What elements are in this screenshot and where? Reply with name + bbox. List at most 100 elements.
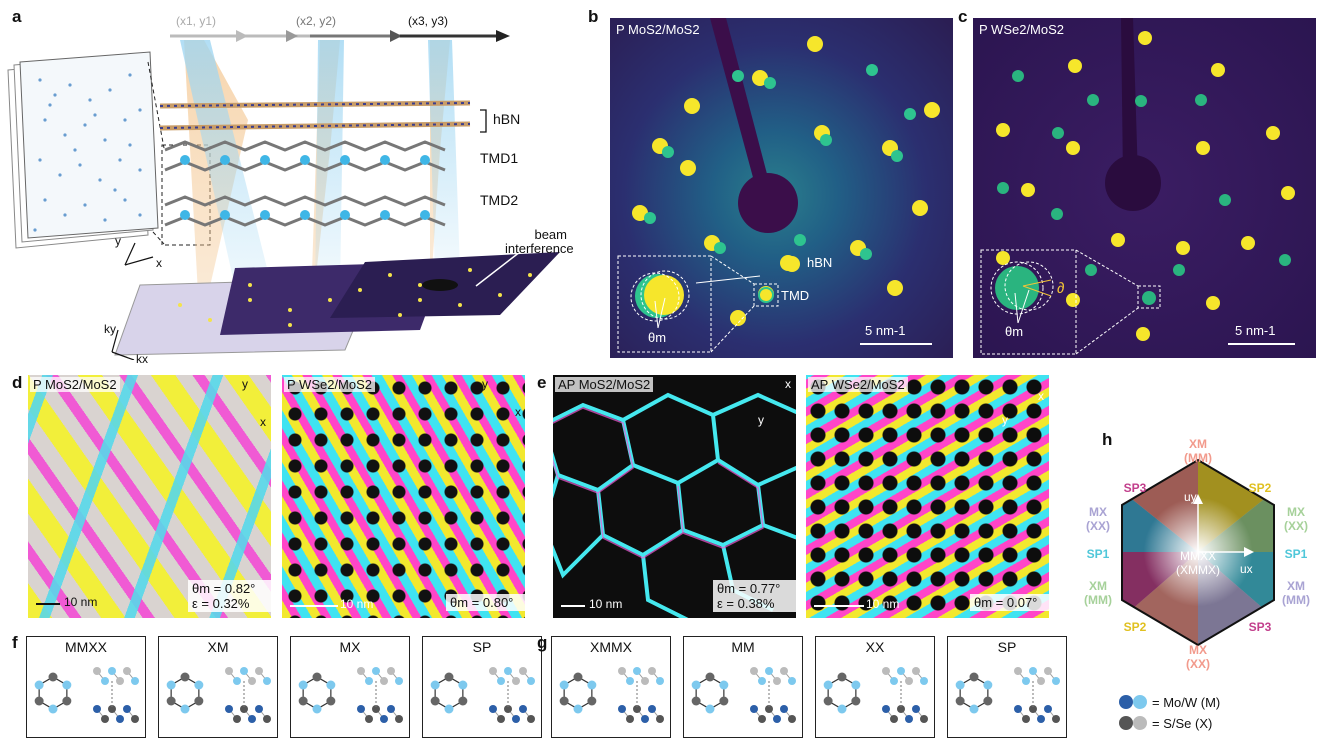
h-label-sp2-lower: SP2 [1123, 620, 1147, 634]
legend-metal: = Mo/W (M) [1152, 695, 1221, 710]
panel-label-d: d [12, 373, 23, 392]
stacking-config-box: MX [290, 636, 410, 738]
hexagonal-domains-e1 [553, 392, 796, 618]
diffraction-spots-c [980, 18, 1295, 355]
panel-label-a: a [12, 7, 22, 26]
diffraction-pattern-b: P MoS2/MoS2 hBN TMD θm 5 nm-1 [610, 18, 953, 358]
tmd2-label: TMD2 [480, 192, 519, 208]
info-box-d2: θm = 0.80° [446, 594, 525, 611]
panel-d2-title: P WSe2/MoS2 [284, 377, 376, 392]
scale-label-d1: 10 nm [64, 595, 98, 609]
axis-y-e2: y [1002, 413, 1008, 427]
panel-b-title: P MoS2/MoS2 [616, 22, 700, 37]
h-label-sp1-right: SP1 [1284, 547, 1308, 561]
moire-map-d2: P WSe2/MoS2 10 nm θm = 0.80° y x [282, 375, 525, 618]
scale-label-e2: 10 nm [866, 597, 900, 611]
tmd-spot-label: TMD [781, 288, 810, 303]
moire-lattice-sheet [7, 51, 159, 249]
h-label-xm-right: XM (MM) [1282, 579, 1310, 607]
position-2: (x2, y2) [296, 14, 337, 28]
panel-label-c: c [958, 7, 968, 26]
info-box-e2: θm = 0.07° [970, 594, 1049, 611]
axis-x-d2: x [515, 405, 521, 419]
axis-x-e2: x [1038, 389, 1044, 403]
stacking-config-diagram [955, 667, 1060, 723]
stacking-config-box: SP [422, 636, 542, 738]
stacking-config-diagram [298, 667, 403, 723]
diffraction-planes [114, 252, 560, 356]
stacking-config-box: XM [158, 636, 278, 738]
moire-map-e1: AP MoS2/MoS2 10 nm θm = 0.77° ε = 0.38% … [553, 375, 796, 618]
scale-label-d2: 10 nm [340, 597, 374, 611]
diffraction-spots-b [617, 18, 940, 353]
h-label-top: XM (MM) [1184, 437, 1212, 465]
stacking-config-title: MX [339, 639, 361, 655]
hbn-spot-label: hBN [807, 255, 833, 270]
panel-label-f: f [12, 633, 18, 652]
stacking-config-box: SP [947, 636, 1067, 738]
moire-map-d1: P MoS2/MoS2 10 nm θm = 0.82° ε = 0.32% y… [28, 375, 271, 618]
info-box-e1: θm = 0.77° ε = 0.38% [713, 580, 796, 612]
stacking-config-box: MM [683, 636, 803, 738]
tmd1-label: TMD1 [480, 150, 519, 166]
stacking-config-diagram [559, 667, 664, 723]
panel-d1-title: P MoS2/MoS2 [30, 377, 120, 392]
beam-interference-label: beam interference [505, 227, 574, 256]
scale-label-e1: 10 nm [589, 597, 623, 611]
scale-label-b: 5 nm-1 [865, 323, 906, 338]
position-3: (x3, y3) [408, 14, 449, 28]
stacking-config-title: SP [472, 639, 492, 655]
h-label-sp2-upper: SP2 [1248, 481, 1272, 495]
panel-label-g: g [537, 633, 548, 652]
h-label-sp3-upper: SP3 [1123, 481, 1147, 495]
panel-a-schematic [7, 30, 560, 360]
stacking-config-diagram [166, 667, 271, 723]
info-box-d1: θm = 0.82° ε = 0.32% [188, 580, 271, 612]
panel-c-title: P WSe2/MoS2 [979, 22, 1065, 37]
hbn-layer-label: hBN [493, 111, 521, 127]
stacking-config-box: XMMX [551, 636, 671, 738]
axis-x: x [156, 256, 162, 270]
scale-label-c: 5 nm-1 [1235, 323, 1276, 338]
theta-d1: θm = 0.82° [192, 581, 256, 596]
panel-label-b: b [588, 7, 599, 26]
theta-e1: θm = 0.77° [717, 581, 781, 596]
stacking-config-title: XX [865, 639, 885, 655]
h-ux: ux [1240, 562, 1253, 576]
panel-label-h: h [1102, 430, 1113, 449]
position-1: (x1, y1) [176, 14, 217, 28]
stacking-config-title: XM [207, 639, 229, 655]
stacking-color-hexagon [1121, 458, 1275, 647]
h-label-sp3-lower: SP3 [1248, 620, 1272, 634]
scan-position-arrows [170, 30, 510, 42]
axis-x-d1: x [260, 415, 266, 429]
panel-label-e: e [537, 373, 547, 392]
h-label-mx-left: MX (XX) [1086, 505, 1110, 533]
stacking-config-diagram [34, 667, 139, 723]
delta-label: ∂ [1057, 280, 1065, 297]
stacking-config-title: XMMX [590, 639, 632, 655]
stacking-config-box: MMXX [26, 636, 146, 738]
panel-e2-title: AP WSe2/MoS2 [808, 377, 908, 392]
axis-y: y [115, 234, 121, 248]
h-label-center: MMXX (XMMX) [1176, 549, 1220, 577]
panel-e1-title: AP MoS2/MoS2 [555, 377, 654, 392]
axis-x-e1: x [785, 377, 791, 391]
h-uy: uy [1184, 490, 1197, 504]
h-label-sp1-left: SP1 [1086, 547, 1110, 561]
theta-m-label-b: θm [648, 330, 667, 345]
stacking-config-diagram [823, 667, 928, 723]
stacking-config-diagram [691, 667, 796, 723]
axis-y-d2: y [482, 377, 488, 391]
stacking-config-diagram [430, 667, 535, 723]
axis-kx: kx [136, 352, 148, 366]
strain-e1: ε = 0.38% [717, 596, 775, 611]
h-label-mx-right: MX (XX) [1284, 505, 1308, 533]
theta-m-label-c: θm [1005, 324, 1024, 339]
stacking-config-title: MM [731, 639, 755, 655]
theta-e2: θm = 0.07° [974, 595, 1038, 610]
legend-swatches [1119, 695, 1147, 730]
h-label-xm-left: XM (MM) [1084, 579, 1112, 607]
stacking-config-box: XX [815, 636, 935, 738]
stacking-config-title: MMXX [65, 639, 107, 655]
